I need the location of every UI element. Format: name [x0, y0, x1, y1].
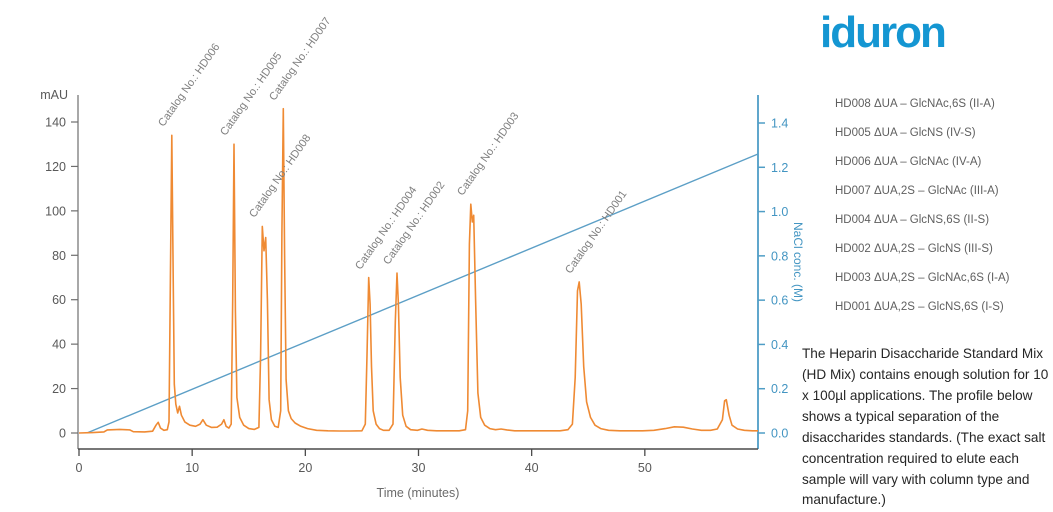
right-tick-label: 0.8 — [771, 249, 788, 263]
x-tick-label: 50 — [638, 461, 652, 475]
x-tick-label: 0 — [76, 461, 83, 475]
right-tick-label: 1.2 — [771, 161, 788, 175]
list-item: HD006 ΔUA – GlcNAc (IV-A) — [835, 156, 982, 169]
list-item: HD005 ΔUA – GlcNS (IV-S) — [835, 127, 976, 140]
x-tick-label: 40 — [525, 461, 539, 475]
left-tick-label: 80 — [52, 249, 66, 263]
right-tick-label: 0.0 — [771, 427, 788, 441]
x-axis-title: Time (minutes) — [376, 486, 460, 500]
left-tick-label: 40 — [52, 338, 66, 352]
list-item: HD003 ΔUA,2S – GlcNAc,6S (I-A) — [835, 271, 1010, 284]
left-tick-label: 140 — [45, 116, 66, 130]
list-item: HD004 ΔUA – GlcNS,6S (II-S) — [835, 214, 990, 226]
list-item: HD002 ΔUA,2S – GlcNS (III-S) — [835, 242, 993, 255]
iduron-logo: iduron — [820, 8, 947, 57]
right-tick-label: 0.2 — [771, 382, 788, 396]
list-item: HD008 ΔUA – GlcNAc,6S (II-A) — [835, 98, 995, 111]
x-tick-label: 10 — [185, 461, 199, 475]
list-item: HD001 ΔUA,2S – GlcNS,6S (I-S) — [835, 300, 1004, 313]
right-axis-title: NaCl conc. (M) — [791, 222, 805, 303]
x-tick-label: 20 — [298, 461, 312, 475]
left-tick-label: 20 — [52, 382, 66, 396]
left-tick-label: 0 — [59, 427, 66, 441]
nacl-gradient-line — [86, 153, 759, 434]
right-tick-label: 0.4 — [771, 338, 788, 352]
right-tick-label: 0.6 — [771, 294, 788, 308]
right-tick-label: 1.4 — [771, 117, 788, 131]
left-tick-label: 100 — [45, 204, 66, 218]
left-tick-label: 60 — [52, 293, 66, 307]
description-text: The Heparin Disaccharide Standard Mix (H… — [802, 346, 1049, 508]
list-item: HD007 ΔUA,2S – GlcNAc (III-A) — [835, 185, 999, 198]
left-tick-label: 120 — [45, 160, 66, 174]
chromatogram-trace — [78, 107, 758, 434]
x-tick-label: 30 — [412, 461, 426, 475]
right-tick-label: 1.0 — [771, 205, 788, 219]
left-axis-title: mAU — [40, 88, 68, 102]
disaccharide-list: HD008 ΔUA – GlcNAc,6S (II-A) HD005 ΔUA –… — [835, 90, 1050, 321]
